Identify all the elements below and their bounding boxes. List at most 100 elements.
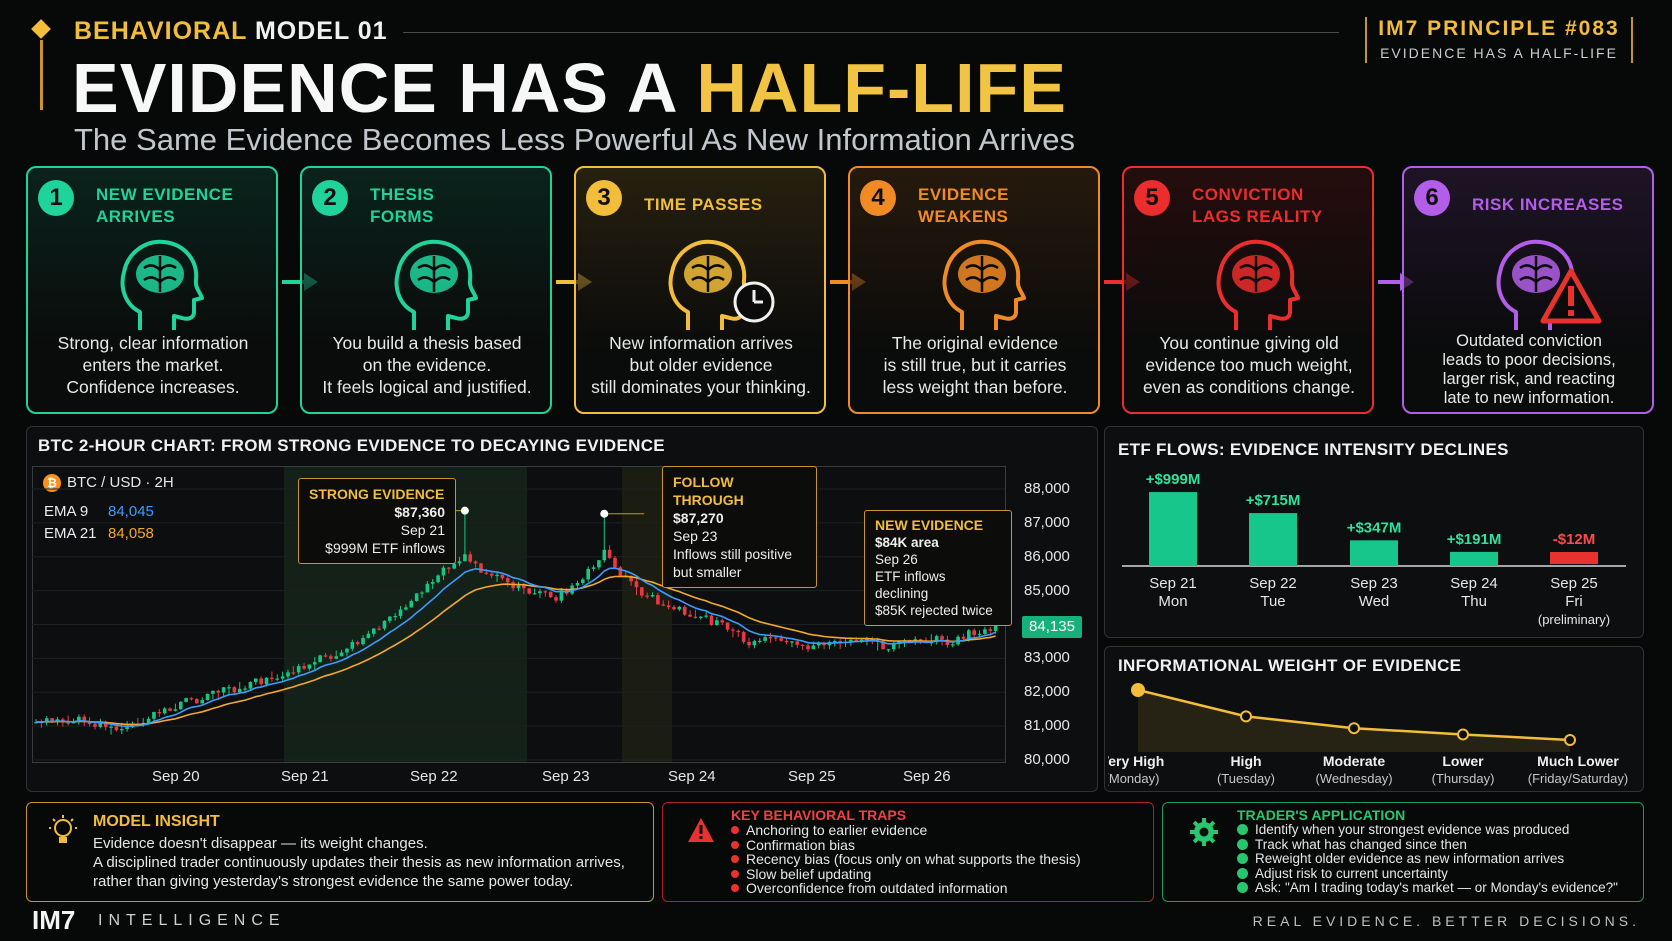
etf-bar-value-label: -$12M xyxy=(1553,531,1596,548)
step-label: CONVICTION LAGS REALITY xyxy=(1192,185,1323,226)
application-item: Ask: "Am I trading today's market — or M… xyxy=(1237,880,1618,896)
candle xyxy=(827,640,832,650)
etf-category-label: Sep 23 xyxy=(1350,575,1398,592)
behavioral-traps-box: KEY BEHAVIORAL TRAPS Anchoring to earlie… xyxy=(662,802,1154,902)
annotation-strong-evidence: STRONG EVIDENCE $87,360 Sep 21 $999M ETF… xyxy=(298,478,456,564)
candle xyxy=(420,591,424,599)
principle-number: IM7 PRINCIPLE #083 xyxy=(1378,17,1620,40)
application-item: Identify when your strongest evidence wa… xyxy=(1237,822,1618,838)
header-rule xyxy=(403,32,1339,33)
candle xyxy=(640,587,644,599)
candle xyxy=(66,715,70,726)
bullet-icon xyxy=(731,869,739,878)
candle xyxy=(972,628,976,639)
candle xyxy=(715,616,719,626)
y-tick-label: 85,000 xyxy=(1024,581,1070,599)
candle xyxy=(323,653,328,658)
warning-triangle-icon xyxy=(1540,268,1602,324)
candle xyxy=(350,639,355,652)
step-label: THESIS FORMS xyxy=(370,185,435,226)
candle xyxy=(404,604,408,611)
candle xyxy=(329,654,333,662)
etf-category-label: Wed xyxy=(1359,593,1390,610)
weight-point xyxy=(1240,710,1252,723)
candle xyxy=(779,634,783,642)
candle xyxy=(527,588,532,595)
ema21-row: EMA 21 84,058 xyxy=(44,525,154,542)
candle xyxy=(538,588,542,599)
etf-flows-title: ETF FLOWS: EVIDENCE INTENSITY DECLINES xyxy=(1118,440,1509,459)
candle xyxy=(463,510,467,562)
check-icon xyxy=(1237,838,1248,850)
btc-chart-title: BTC 2-HOUR CHART: FROM STRONG EVIDENCE T… xyxy=(38,436,665,455)
candle xyxy=(468,551,473,564)
candle xyxy=(275,674,280,682)
weight-label: Very High xyxy=(1108,753,1164,769)
application-list: Identify when your strongest evidence wa… xyxy=(1237,822,1618,896)
candle xyxy=(800,644,805,651)
evidence-weight-panel xyxy=(1104,646,1644,792)
annotation-new-evidence: NEW EVIDENCE $84K area Sep 26 ETF inflow… xyxy=(864,510,1012,626)
check-icon xyxy=(1237,853,1248,864)
step-number: 2 xyxy=(312,180,348,216)
candle xyxy=(736,629,741,637)
page-title: EVIDENCE HAS A HALF-LIFE xyxy=(72,49,1067,127)
candle xyxy=(371,628,376,637)
candle xyxy=(934,634,939,645)
candle xyxy=(334,650,339,660)
step-card-5: 5 CONVICTION LAGS REALITY You continue givi… xyxy=(1122,166,1374,414)
strong-evidence-marker xyxy=(460,506,469,515)
candle xyxy=(656,592,660,605)
insight-line: A disciplined trader continuously update… xyxy=(93,854,625,871)
candle xyxy=(302,663,306,671)
candle xyxy=(355,640,360,647)
step-card-1: 1 NEW EVIDENCE ARRIVES Strong, clear inform… xyxy=(26,166,278,414)
brain-head-icon xyxy=(394,239,478,330)
candle xyxy=(763,634,767,643)
footer-logo-subtitle: INTELLIGENCE xyxy=(98,912,286,929)
step-description: You continue giving old evidence too much… xyxy=(1142,333,1356,397)
candle xyxy=(178,701,183,710)
insight-title: MODEL INSIGHT xyxy=(93,813,220,830)
y-tick-label: 88,000 xyxy=(1024,480,1070,497)
y-tick-label: 87,000 xyxy=(1024,513,1070,531)
candle xyxy=(237,682,242,693)
candle xyxy=(398,606,403,619)
candle xyxy=(345,647,349,657)
model-insight-box: MODEL INSIGHT Evidence doesn't disappear… xyxy=(26,802,654,902)
candle xyxy=(382,620,387,631)
candle xyxy=(479,562,483,574)
candle xyxy=(784,638,789,645)
candle xyxy=(312,657,317,671)
step-card-4: 4 EVIDENCE WEAKENS The original evidence is … xyxy=(848,166,1100,414)
candle xyxy=(597,559,601,570)
weight-point xyxy=(1564,734,1576,746)
candle xyxy=(720,618,725,625)
kicker: BEHAVIORAL MODEL 01 xyxy=(74,17,388,45)
evidence-weight-chart: Very High (Monday) High (Tuesday) Moderate (W… xyxy=(1108,683,1628,786)
evidence-weight-title: INFORMATIONAL WEIGHT OF EVIDENCE xyxy=(1118,656,1462,675)
etf-category-label: Sep 24 xyxy=(1450,575,1498,592)
footer-logo: IM7 xyxy=(32,905,76,935)
candle xyxy=(243,685,247,692)
candle xyxy=(929,634,934,646)
etf-bar-value-label: +$715M xyxy=(1246,492,1301,509)
clock-icon xyxy=(733,281,775,323)
weight-label: (Wednesday) xyxy=(1315,771,1392,786)
step-label: NEW EVIDENCE ARRIVES xyxy=(96,185,234,226)
bullet-icon xyxy=(731,840,739,849)
etf-category-label: Mon xyxy=(1158,593,1187,610)
brain-head-icon xyxy=(668,239,752,330)
candle xyxy=(988,626,993,635)
candle xyxy=(650,592,655,598)
principle-subtitle: EVIDENCE HAS A HALF-LIFE xyxy=(1380,45,1618,61)
y-tick-label: 83,000 xyxy=(1024,649,1070,667)
bullet-icon xyxy=(731,884,739,892)
candle xyxy=(666,600,671,610)
step-number: 5 xyxy=(1134,180,1170,216)
candle xyxy=(581,577,585,586)
step-card-6: 6 RISK INCREASES Outdated conviction leads … xyxy=(1402,166,1654,414)
bullet-icon xyxy=(731,826,739,834)
candle xyxy=(795,640,800,648)
candle xyxy=(447,566,451,574)
